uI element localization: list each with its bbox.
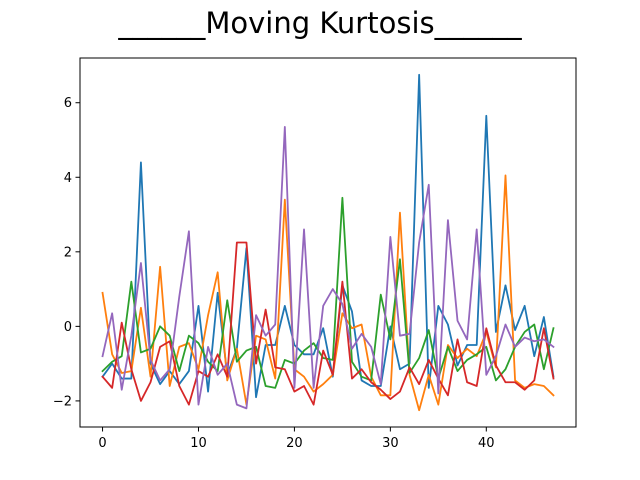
x-tick-label: 20 [286, 436, 303, 451]
chart-title: ______Moving Kurtosis______ [117, 6, 522, 40]
x-axis: 0 10 20 30 40 [98, 427, 495, 451]
series-lines [101, 73, 555, 412]
x-tick-label: 30 [382, 436, 399, 451]
y-tick-label: 6 [64, 96, 72, 111]
y-tick-label: 2 [64, 245, 72, 260]
x-tick-label: 10 [190, 436, 207, 451]
x-tick-label: 0 [98, 436, 106, 451]
series-line-3 [101, 196, 555, 389]
y-tick-label: 0 [64, 320, 72, 335]
y-tick-label: 4 [64, 171, 72, 186]
series-line-1 [101, 73, 555, 399]
series-line-4 [101, 241, 555, 406]
series-line-5 [101, 126, 555, 410]
y-axis: −2 0 2 4 6 [53, 96, 80, 409]
x-tick-label: 40 [478, 436, 495, 451]
y-tick-label: −2 [53, 394, 72, 409]
plot-area-frame [79, 57, 577, 428]
